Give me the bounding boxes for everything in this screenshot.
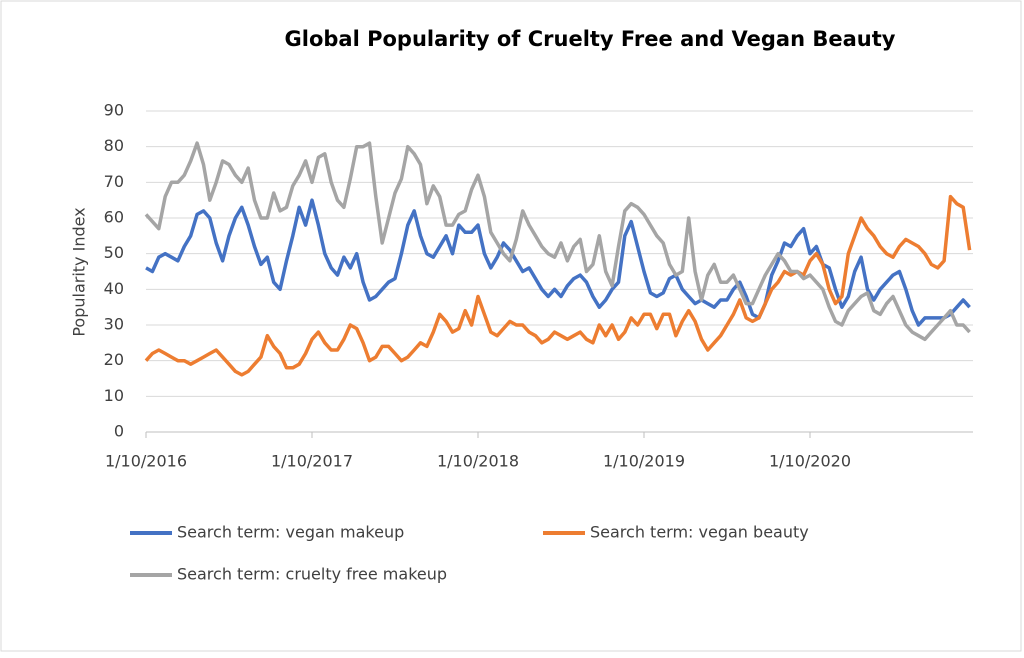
series-line (144, 194, 972, 377)
y-tick-label: 50 (104, 243, 124, 262)
series-line (144, 141, 971, 342)
legend-label: Search term: cruelty free makeup (177, 565, 447, 584)
y-tick-label: 40 (104, 279, 124, 298)
y-tick-label: 30 (104, 315, 124, 334)
y-tick-label: 10 (104, 386, 124, 405)
chart-title: Global Popularity of Cruelty Free and Ve… (285, 27, 896, 51)
x-tick-label: 1/10/2019 (603, 452, 685, 471)
x-tick-label: 1/10/2018 (437, 452, 519, 471)
y-axis-label: Popularity Index (70, 207, 89, 336)
legend-label: Search term: vegan beauty (590, 523, 809, 542)
x-tick-label: 1/10/2016 (105, 452, 187, 471)
x-tick-label: 1/10/2017 (271, 452, 353, 471)
y-tick-label: 80 (104, 136, 124, 155)
y-tick-label: 90 (104, 101, 124, 120)
y-tick-label: 70 (104, 172, 124, 191)
x-tick-label: 1/10/2020 (769, 452, 851, 471)
y-tick-label: 0 (114, 422, 124, 441)
legend-label: Search term: vegan makeup (177, 523, 404, 542)
y-tick-label: 60 (104, 208, 124, 227)
y-tick-label: 20 (104, 350, 124, 369)
series-line (145, 198, 971, 327)
